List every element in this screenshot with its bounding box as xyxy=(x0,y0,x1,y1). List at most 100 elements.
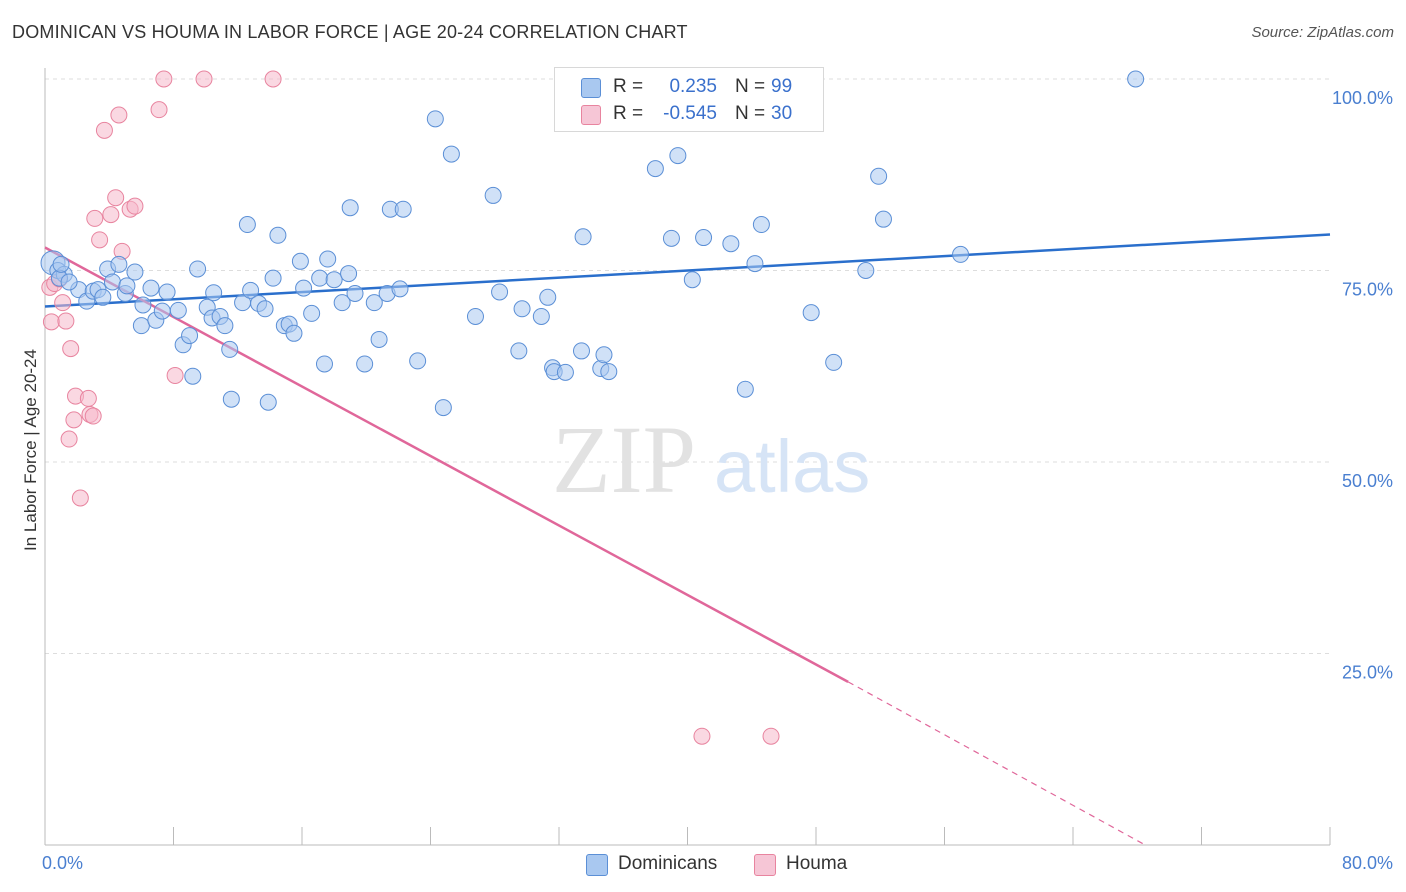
dominicans-point xyxy=(662,229,680,247)
dominicans-point xyxy=(264,269,282,287)
watermark: ZIP atlas xyxy=(552,406,870,513)
dominicans-point xyxy=(491,283,509,301)
dominicans-point xyxy=(752,216,770,234)
dominicans-point xyxy=(303,304,321,322)
dominicans-point xyxy=(442,145,460,163)
legend-n-value: 30 xyxy=(771,103,793,124)
dominicans-point xyxy=(319,250,337,268)
legend-swatch-blue xyxy=(586,854,608,876)
dominicans-point xyxy=(222,390,240,408)
bottom-legend-houma: Houma xyxy=(754,852,864,876)
dominicans-point xyxy=(510,342,528,360)
dominicans-point xyxy=(391,280,409,298)
houma-point xyxy=(762,727,780,745)
dominicans-point xyxy=(802,304,820,322)
dominicans-point xyxy=(532,307,550,325)
dominicans-point xyxy=(169,301,187,319)
dominicans-point xyxy=(722,235,740,253)
y-tick-label: 100.0% xyxy=(1332,88,1393,108)
dominicans-point xyxy=(600,363,618,381)
dominicans-point xyxy=(695,229,713,247)
axes xyxy=(44,68,1331,846)
dominicans-point xyxy=(221,340,239,358)
dominicans-point xyxy=(341,199,359,217)
dominicans-point xyxy=(52,255,70,273)
dominicans-point xyxy=(181,327,199,345)
houma-trend-extension xyxy=(847,681,1146,846)
houma-point xyxy=(166,366,184,384)
legend-label-dominicans: Dominicans xyxy=(618,853,718,874)
dominicans-point xyxy=(242,281,260,299)
dominicans-point xyxy=(259,393,277,411)
dominicans-points xyxy=(40,70,1145,417)
watermark-atlas: atlas xyxy=(714,425,870,508)
dominicans-point xyxy=(216,317,234,335)
houma-point xyxy=(60,430,78,448)
dominicans-point xyxy=(874,210,892,228)
dominicans-point xyxy=(126,263,144,281)
dominicans-point xyxy=(556,363,574,381)
trend-lines xyxy=(44,233,1331,846)
y-tick-label: 50.0% xyxy=(1342,471,1393,491)
dominicans-point xyxy=(825,353,843,371)
houma-point xyxy=(62,340,80,358)
houma-point xyxy=(91,231,109,249)
dominicans-point xyxy=(595,346,613,364)
houma-point xyxy=(126,197,144,215)
dominicans-point xyxy=(189,260,207,278)
dominicans-point xyxy=(94,288,112,306)
houma-trend-line xyxy=(44,246,849,683)
dominicans-point xyxy=(315,355,333,373)
houma-point xyxy=(107,189,125,207)
dominicans-point xyxy=(683,271,701,289)
houma-point xyxy=(693,727,711,745)
source-label: Source: ZipAtlas.com xyxy=(1251,24,1394,41)
dominicans-point xyxy=(184,367,202,385)
dominicans-point xyxy=(484,186,502,204)
legend-swatch-pink xyxy=(754,854,776,876)
dominicans-point xyxy=(295,279,313,297)
dominicans-point xyxy=(325,271,343,289)
dominicans-point xyxy=(285,324,303,342)
dominicans-point xyxy=(340,265,358,283)
legend-r-label: R = xyxy=(613,76,644,97)
dominicans-point xyxy=(269,226,287,244)
dominicans-point xyxy=(669,147,687,165)
legend-row-dominicans: R = 0.235 N = 99 xyxy=(555,74,823,100)
houma-point xyxy=(150,101,168,119)
legend-r-label: R = xyxy=(613,103,644,124)
dominicans-point xyxy=(952,245,970,263)
dominicans-point xyxy=(394,200,412,218)
dominicans-point xyxy=(205,284,223,302)
houma-point xyxy=(71,489,89,507)
houma-point xyxy=(264,70,282,88)
dominicans-point xyxy=(311,269,329,287)
dominicans-point xyxy=(158,283,176,301)
dominicans-point xyxy=(118,277,136,295)
dominicans-point xyxy=(434,399,452,417)
chart-title: DOMINICAN VS HOUMA IN LABOR FORCE | AGE … xyxy=(12,22,688,42)
y-axis-label-wrap: In Labor Force | Age 20-24 xyxy=(16,300,46,600)
y-axis-label: In Labor Force | Age 20-24 xyxy=(21,349,40,551)
houma-point xyxy=(110,106,128,124)
legend-label-houma: Houma xyxy=(786,853,848,874)
houma-point xyxy=(86,209,104,227)
houma-points xyxy=(41,70,780,745)
dominicans-point xyxy=(426,110,444,128)
houma-point xyxy=(195,70,213,88)
dominicans-point xyxy=(103,273,121,291)
dominicans-point xyxy=(870,167,888,185)
x-tick-label: 80.0% xyxy=(1342,853,1393,873)
dominicans-point xyxy=(333,294,351,312)
watermark-zip: ZIP xyxy=(552,406,696,513)
legend-n-label: N = xyxy=(735,76,766,97)
dominicans-point xyxy=(572,342,590,360)
dominicans-point xyxy=(110,255,128,273)
dominicans-point xyxy=(256,300,274,318)
y-tick-label: 75.0% xyxy=(1342,280,1393,300)
dominicans-point xyxy=(409,352,427,370)
houma-point xyxy=(54,294,72,312)
dominicans-point xyxy=(142,279,160,297)
dominicans-point xyxy=(513,300,531,318)
